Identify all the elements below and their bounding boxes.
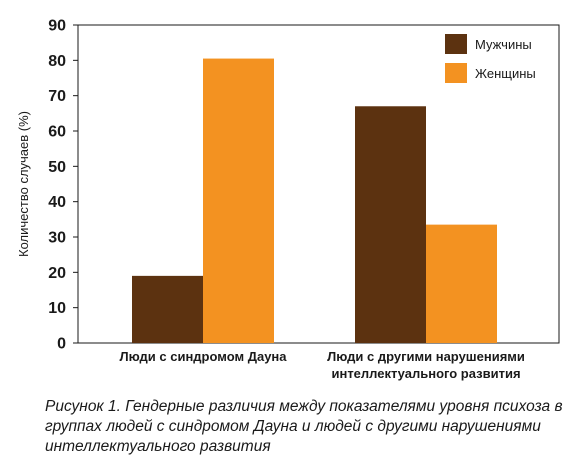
legend: Мужчины Женщины [445,34,536,83]
legend-swatch-women [445,63,467,83]
legend-label-men: Мужчины [475,37,532,52]
y-tick-label: 60 [48,124,66,141]
figure-caption: Рисунок 1. Гендерные различия между пока… [45,398,563,455]
bar-men-2 [355,106,426,344]
y-tick-label: 50 [48,159,66,176]
y-tick-label: 90 [48,18,66,35]
category-label: интеллектуального развития [331,366,520,381]
category-label: Люди с другими нарушениями [327,349,525,364]
y-tick-label: 0 [57,336,66,353]
y-axis-label: Количество случаев (%) [16,111,31,257]
y-tick-label: 20 [48,265,66,282]
y-tick-label: 30 [48,230,66,247]
bar-women-1 [203,58,274,344]
y-tick-label: 10 [48,300,66,317]
bar-women-2 [426,224,497,343]
y-tick-label: 80 [48,53,66,70]
bar-men-1 [132,275,203,343]
legend-label-women: Женщины [475,66,536,81]
category-label: Люди с синдромом Дауна [119,349,287,364]
bar-chart: 0 10 20 30 40 50 60 70 80 90 Люди с синдромом Дау… [16,18,560,381]
plot-frame [77,24,560,344]
legend-swatch-men [445,34,467,54]
y-tick-label: 40 [48,194,66,211]
y-tick-label: 70 [48,88,66,105]
